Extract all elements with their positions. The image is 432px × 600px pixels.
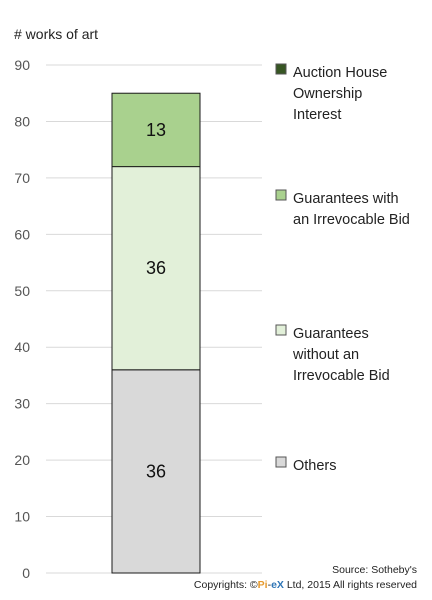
legend-label-line: Guarantees with xyxy=(293,191,399,207)
data-label: 13 xyxy=(146,120,166,140)
copyright-line: Copyrights: ©Pi-eX Ltd, 2015 All rights … xyxy=(194,579,417,591)
legend-label-line: Guarantees xyxy=(293,326,369,342)
y-axis-label: # works of art xyxy=(14,26,98,42)
bar-segments xyxy=(111,92,201,574)
legend-swatch xyxy=(275,63,287,75)
legend-label: Guarantees with an Irrevocable Bid xyxy=(293,191,410,228)
legend-label-line: Auction House xyxy=(293,65,387,81)
copyright-suffix: Ltd, 2015 All rights reserved xyxy=(284,579,417,591)
y-tick-label: 60 xyxy=(14,226,30,242)
brand-dash: - xyxy=(268,579,272,591)
legend-label: Auction House Ownership Interest xyxy=(293,65,387,123)
legend-swatch xyxy=(275,324,287,336)
y-tick-label: 0 xyxy=(22,565,30,581)
legend-label-line: an Irrevocable Bid xyxy=(293,212,410,228)
y-tick-label: 80 xyxy=(14,113,30,129)
data-label: 36 xyxy=(146,258,166,278)
bar-segment xyxy=(111,92,201,168)
legend-label: Others xyxy=(293,458,337,474)
legend: Auction House Ownership Interest Guarantees… xyxy=(275,63,410,474)
y-tick-label: 70 xyxy=(14,170,30,186)
y-tick-label: 90 xyxy=(14,57,30,73)
y-tick-label: 40 xyxy=(14,339,30,355)
y-tick-label: 30 xyxy=(14,396,30,412)
legend-label-line: Interest xyxy=(293,107,341,123)
bar-segment xyxy=(111,166,201,371)
brand-ex: eX xyxy=(271,579,284,591)
legend-swatch xyxy=(275,456,287,468)
legend-label: Guarantees without an Irrevocable Bid xyxy=(292,326,390,384)
legend-swatch xyxy=(275,189,287,201)
y-axis-ticks: 0 10 20 30 40 50 60 70 80 90 xyxy=(14,57,30,581)
legend-label-line: without an xyxy=(292,347,359,363)
y-tick-label: 10 xyxy=(14,509,30,525)
data-label: 36 xyxy=(146,461,166,481)
legend-label-line: Irrevocable Bid xyxy=(293,368,390,384)
brand-pi: Pi xyxy=(258,579,268,591)
legend-label-line: Others xyxy=(293,458,337,474)
data-labels: 36 36 13 xyxy=(146,120,166,481)
source-line: Source: Sotheby's xyxy=(332,564,417,576)
copyright-prefix: Copyrights: © xyxy=(194,579,258,591)
legend-label-line: Ownership xyxy=(293,86,362,102)
y-tick-label: 20 xyxy=(14,452,30,468)
y-tick-label: 50 xyxy=(14,283,30,299)
